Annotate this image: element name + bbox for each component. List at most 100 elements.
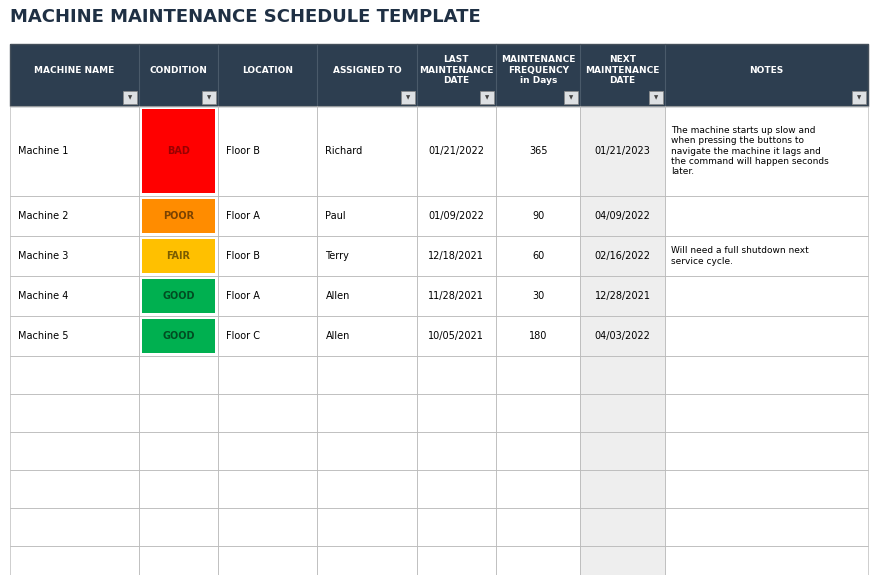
Bar: [580, 394, 664, 432]
Bar: [664, 470, 867, 508]
Bar: [400, 91, 414, 104]
Text: Floor C: Floor C: [226, 331, 260, 341]
Bar: [139, 316, 218, 356]
Text: 04/03/2022: 04/03/2022: [594, 331, 650, 341]
Bar: [664, 546, 867, 575]
Bar: [10, 44, 867, 106]
Bar: [664, 276, 867, 316]
Bar: [10, 276, 867, 316]
Bar: [580, 316, 664, 356]
Bar: [580, 508, 664, 546]
Bar: [10, 196, 867, 236]
Bar: [317, 236, 417, 276]
Bar: [480, 91, 494, 104]
Bar: [317, 106, 417, 196]
Text: 365: 365: [528, 146, 547, 156]
Bar: [218, 356, 317, 394]
Bar: [664, 356, 867, 394]
Bar: [664, 316, 867, 356]
Text: Will need a full shutdown next
service cycle.: Will need a full shutdown next service c…: [670, 246, 808, 266]
Bar: [142, 109, 215, 193]
Bar: [10, 546, 867, 575]
Text: GOOD: GOOD: [162, 291, 195, 301]
Bar: [417, 546, 496, 575]
Bar: [317, 356, 417, 394]
Bar: [139, 470, 218, 508]
Bar: [580, 356, 664, 394]
Bar: [580, 316, 664, 356]
Bar: [580, 432, 664, 470]
Bar: [218, 316, 317, 356]
Text: 01/21/2023: 01/21/2023: [594, 146, 650, 156]
Text: BAD: BAD: [167, 146, 189, 156]
Bar: [496, 236, 580, 276]
Bar: [851, 91, 865, 104]
Bar: [10, 546, 139, 575]
Text: CONDITION: CONDITION: [149, 66, 207, 75]
Bar: [317, 508, 417, 546]
Bar: [218, 432, 317, 470]
Text: Terry: Terry: [325, 251, 349, 261]
Text: LAST
MAINTENANCE
DATE: LAST MAINTENANCE DATE: [418, 55, 493, 85]
Text: LOCATION: LOCATION: [242, 66, 293, 75]
Text: ▼: ▼: [405, 95, 410, 100]
Text: Allen: Allen: [325, 331, 349, 341]
Bar: [139, 236, 218, 276]
Bar: [10, 276, 139, 316]
Bar: [580, 546, 664, 575]
Bar: [664, 394, 867, 432]
Bar: [10, 432, 867, 470]
Bar: [317, 196, 417, 236]
Bar: [417, 196, 496, 236]
Bar: [123, 91, 137, 104]
Bar: [317, 546, 417, 575]
Text: NOTES: NOTES: [748, 66, 782, 75]
Bar: [664, 508, 867, 546]
Text: MACHINE NAME: MACHINE NAME: [34, 66, 115, 75]
Bar: [580, 196, 664, 236]
Bar: [664, 236, 867, 276]
Bar: [417, 432, 496, 470]
Bar: [10, 316, 139, 356]
Text: ▼: ▼: [128, 95, 132, 100]
Bar: [139, 394, 218, 432]
Bar: [496, 106, 580, 196]
Text: Machine 5: Machine 5: [18, 331, 68, 341]
Text: 11/28/2021: 11/28/2021: [428, 291, 484, 301]
Bar: [496, 508, 580, 546]
Text: Floor A: Floor A: [226, 291, 260, 301]
Bar: [496, 196, 580, 236]
Bar: [10, 470, 867, 508]
Bar: [10, 394, 867, 432]
Bar: [317, 470, 417, 508]
Bar: [10, 508, 867, 546]
Text: Allen: Allen: [325, 291, 349, 301]
Bar: [139, 276, 218, 316]
Bar: [142, 239, 215, 273]
Bar: [580, 236, 664, 276]
Bar: [10, 394, 139, 432]
Text: 10/05/2021: 10/05/2021: [428, 331, 484, 341]
Bar: [317, 432, 417, 470]
Text: ▼: ▼: [652, 95, 657, 100]
Bar: [139, 356, 218, 394]
Text: Machine 3: Machine 3: [18, 251, 68, 261]
Bar: [580, 236, 664, 276]
Bar: [10, 356, 867, 394]
Bar: [202, 91, 216, 104]
Text: Paul: Paul: [325, 211, 346, 221]
Bar: [10, 508, 139, 546]
Bar: [496, 276, 580, 316]
Text: The machine starts up slow and
when pressing the buttons to
navigate the machine: The machine starts up slow and when pres…: [670, 126, 828, 177]
Bar: [496, 316, 580, 356]
Bar: [580, 106, 664, 196]
Bar: [580, 470, 664, 508]
Text: ASSIGNED TO: ASSIGNED TO: [332, 66, 401, 75]
Bar: [564, 91, 578, 104]
Bar: [580, 470, 664, 508]
Bar: [218, 196, 317, 236]
Bar: [664, 106, 867, 196]
Bar: [580, 394, 664, 432]
Bar: [496, 394, 580, 432]
Text: MAINTENANCE
FREQUENCY
in Days: MAINTENANCE FREQUENCY in Days: [501, 55, 574, 85]
